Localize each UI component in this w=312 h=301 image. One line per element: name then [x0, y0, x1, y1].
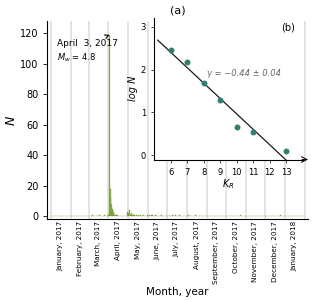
Bar: [132, 215, 133, 216]
Text: $M_w$ = 4.8: $M_w$ = 4.8: [57, 52, 96, 64]
Bar: [104, 215, 105, 216]
Bar: [147, 215, 148, 216]
Bar: [161, 215, 162, 216]
Bar: [114, 213, 115, 216]
X-axis label: Month, year: Month, year: [146, 287, 209, 297]
Bar: [99, 215, 100, 216]
Bar: [130, 215, 131, 216]
Point: [218, 98, 223, 103]
Bar: [240, 215, 241, 216]
Text: (b): (b): [281, 22, 295, 32]
Bar: [128, 213, 129, 216]
Bar: [111, 204, 112, 216]
Bar: [133, 215, 134, 216]
Point: [168, 48, 173, 53]
Bar: [195, 215, 196, 216]
Bar: [127, 212, 128, 216]
Bar: [172, 215, 173, 216]
Bar: [117, 215, 118, 216]
Text: γ = −0.44 ± 0.04: γ = −0.44 ± 0.04: [207, 69, 281, 78]
Bar: [92, 215, 93, 216]
Bar: [191, 215, 192, 216]
Point: [185, 59, 190, 64]
Bar: [151, 215, 152, 216]
Bar: [131, 213, 132, 216]
Y-axis label: log N: log N: [128, 76, 138, 101]
Bar: [140, 215, 141, 216]
Text: (a): (a): [170, 5, 185, 15]
Bar: [143, 215, 144, 216]
Bar: [115, 215, 116, 216]
Bar: [134, 215, 135, 216]
Bar: [113, 212, 114, 216]
Bar: [129, 210, 130, 216]
Bar: [157, 215, 158, 216]
Bar: [136, 215, 137, 216]
Point: [234, 125, 239, 130]
Bar: [112, 209, 113, 216]
Bar: [175, 215, 176, 216]
Point: [251, 129, 256, 134]
X-axis label: $K_R$: $K_R$: [222, 177, 235, 191]
Bar: [108, 215, 109, 216]
Text: April  3, 2017: April 3, 2017: [57, 35, 118, 48]
Bar: [179, 215, 180, 216]
Point: [284, 149, 289, 154]
Bar: [138, 215, 139, 216]
Bar: [188, 215, 189, 216]
Bar: [109, 213, 110, 216]
Bar: [110, 189, 111, 216]
Bar: [149, 215, 150, 216]
Bar: [152, 215, 153, 216]
Point: [201, 81, 206, 85]
Bar: [96, 215, 97, 216]
Bar: [148, 215, 149, 216]
Y-axis label: N: N: [4, 116, 17, 125]
Bar: [116, 215, 117, 216]
